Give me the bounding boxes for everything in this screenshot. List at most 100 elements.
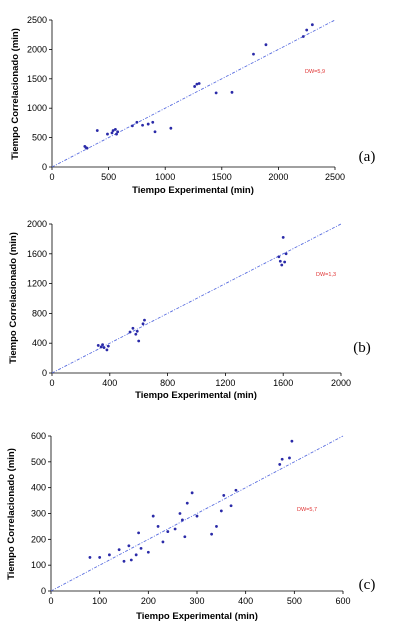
y-axis-title: Tiempo Correlacionado (min): [10, 28, 21, 160]
dw-annotation: DW=5,9: [305, 69, 325, 75]
data-point: [161, 540, 165, 544]
data-point: [128, 330, 132, 334]
data-point: [113, 127, 117, 131]
data-point: [141, 322, 145, 326]
x-tick-label: 500: [101, 172, 116, 182]
data-point: [193, 85, 197, 88]
dw-annotation: DW=5,7: [297, 507, 317, 513]
data-point: [98, 556, 102, 559]
fit-line: [50, 435, 344, 592]
data-point: [252, 52, 255, 56]
data-point: [105, 348, 109, 352]
x-tick-label: 300: [189, 596, 204, 606]
y-tick-label: 1000: [27, 103, 47, 113]
data-point: [280, 457, 284, 461]
data-point: [166, 530, 170, 533]
y-tick-label: 500: [31, 457, 46, 467]
panel-label: (c): [359, 577, 376, 593]
scatter-panel: 0 400 800 1200 1600 2000 0 400 800 1200 1600 2000 DW…: [8, 219, 371, 401]
data-point: [122, 559, 126, 563]
y-tick-label: 2000: [27, 219, 47, 229]
y-axis-title: Tiempo Correlacionado (min): [6, 448, 17, 580]
scatter-panel: 0 500 1000 1500 2000 2500 0 500 1000 1500 2000 2500…: [10, 15, 375, 196]
data-point: [151, 514, 155, 518]
x-tick-label: 1500: [212, 172, 232, 182]
x-axis-title: Tiempo Experimental (min): [132, 185, 254, 196]
data-point: [195, 82, 199, 86]
data-point: [264, 43, 268, 47]
data-point: [151, 120, 155, 124]
data-point: [130, 124, 134, 128]
data-point: [185, 501, 189, 505]
data-point: [181, 518, 184, 522]
x-tick-label: 2000: [268, 172, 288, 182]
data-point: [102, 346, 106, 350]
y-tick-label: 500: [32, 133, 47, 143]
data-point: [135, 120, 139, 124]
data-point: [134, 553, 138, 557]
y-tick-label: 100: [31, 560, 46, 570]
data-point: [284, 252, 288, 256]
data-point: [135, 329, 139, 333]
data-point: [278, 259, 282, 263]
data-point: [290, 439, 294, 443]
y-tick-label: 400: [31, 483, 46, 493]
data-point: [229, 504, 233, 508]
x-tick-label: 600: [335, 596, 350, 606]
data-point: [106, 132, 109, 136]
data-point: [143, 318, 146, 322]
data-point: [277, 255, 281, 259]
data-point: [301, 35, 305, 38]
data-point: [190, 491, 194, 495]
dw-annotation: DW=1,3: [316, 272, 336, 278]
data-point: [183, 535, 187, 539]
data-point: [283, 260, 287, 264]
y-tick-label: 800: [32, 308, 47, 318]
y-tick-label: 300: [31, 509, 46, 519]
data-point: [219, 509, 223, 513]
x-tick-label: 2500: [325, 172, 345, 182]
y-tick-label: 2500: [27, 15, 47, 25]
data-point: [146, 122, 150, 126]
data-point: [134, 332, 138, 336]
data-point: [96, 344, 100, 347]
y-tick-label: 0: [41, 586, 46, 596]
data-point: [210, 532, 214, 536]
y-tick-label: 0: [42, 162, 47, 172]
x-tick-label: 200: [141, 596, 156, 606]
x-tick-label: 800: [160, 378, 175, 388]
data-point: [305, 28, 309, 32]
x-tick-label: 1600: [273, 378, 293, 388]
data-point: [110, 131, 114, 135]
panel-label: (b): [353, 340, 371, 356]
x-tick-label: 2000: [331, 378, 351, 388]
x-tick-label: 0: [48, 596, 53, 606]
x-tick-label: 400: [102, 378, 117, 388]
data-point: [280, 263, 284, 267]
fit-line: [51, 19, 336, 168]
data-point: [281, 236, 285, 239]
data-point: [197, 82, 201, 85]
data-point: [195, 514, 199, 518]
data-point: [214, 91, 218, 95]
data-point: [139, 546, 143, 550]
data-point: [234, 488, 238, 492]
data-point: [215, 525, 218, 528]
data-point: [116, 130, 120, 134]
data-point: [99, 345, 103, 349]
data-point: [131, 326, 135, 330]
x-tick-label: 100: [92, 596, 107, 606]
data-point: [88, 556, 92, 559]
data-point: [310, 23, 314, 27]
y-tick-label: 1500: [27, 74, 47, 84]
data-point: [288, 456, 291, 460]
data-point: [129, 558, 133, 562]
y-tick-label: 1200: [27, 279, 47, 289]
y-tick-label: 0: [42, 368, 47, 378]
fit-line: [51, 223, 342, 374]
data-point: [115, 132, 118, 136]
data-point: [117, 548, 121, 552]
data-point: [222, 494, 226, 497]
x-tick-label: 0: [49, 172, 54, 182]
y-tick-label: 1600: [27, 249, 47, 259]
